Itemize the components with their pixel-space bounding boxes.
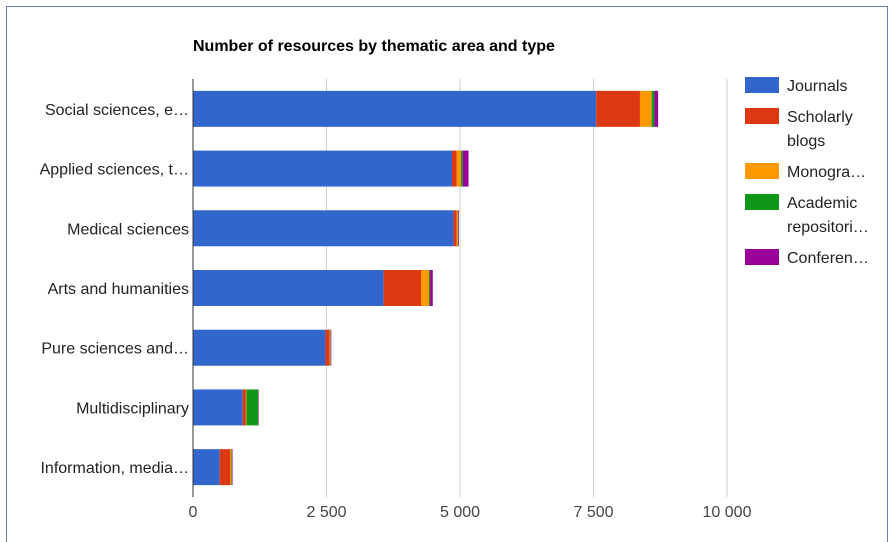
- bar-segment[interactable]: [330, 329, 332, 366]
- x-tick-label: 7 500: [573, 504, 613, 521]
- bar-segment[interactable]: [231, 449, 233, 486]
- bar-segment[interactable]: [219, 449, 231, 486]
- category-label: Pure sciences and…: [41, 341, 189, 358]
- bar-segment[interactable]: [242, 389, 246, 426]
- chart-title: Number of resources by thematic area and…: [193, 38, 555, 55]
- bar-segment[interactable]: [453, 210, 457, 247]
- bar-segment[interactable]: [246, 389, 259, 426]
- legend-swatch[interactable]: [745, 249, 779, 265]
- bar-segment[interactable]: [429, 270, 431, 306]
- category-label: Multidisciplinary: [76, 400, 189, 417]
- bar-segment[interactable]: [456, 150, 462, 187]
- bar-segment[interactable]: [461, 150, 463, 187]
- bar-segment[interactable]: [325, 329, 330, 366]
- category-label: Applied sciences, t…: [40, 162, 189, 179]
- chart-frame: Number of resources by thematic area and…: [6, 6, 888, 542]
- bar-segment[interactable]: [193, 210, 454, 247]
- legend-swatch[interactable]: [745, 77, 779, 93]
- bar-segment[interactable]: [451, 150, 457, 187]
- bar-segment[interactable]: [258, 389, 259, 426]
- category-label: Medical sciences: [67, 221, 189, 238]
- x-tick-label: 5 000: [440, 504, 480, 521]
- x-tick-labels: 0 2 500 5 000 7 500 10 000: [189, 504, 752, 521]
- legend-label[interactable]: Scholarly: [787, 109, 853, 126]
- bar-segment[interactable]: [193, 150, 452, 187]
- category-labels: Social sciences, e… Applied sciences, t… M…: [40, 102, 189, 477]
- category-label: Social sciences, e…: [45, 102, 189, 119]
- x-tick-label: 0: [189, 504, 198, 521]
- legend-swatch[interactable]: [745, 194, 779, 210]
- bar-segment[interactable]: [639, 90, 652, 127]
- legend-label[interactable]: Journals: [787, 78, 847, 95]
- bar-segment[interactable]: [245, 389, 247, 426]
- legend-swatch[interactable]: [745, 163, 779, 179]
- bar-segment[interactable]: [330, 329, 331, 366]
- bar-segment[interactable]: [329, 329, 331, 366]
- bar-segment[interactable]: [430, 270, 433, 306]
- legend-label[interactable]: repositori…: [787, 219, 869, 236]
- legend-label[interactable]: Conferen…: [787, 250, 869, 267]
- legend-swatch[interactable]: [745, 108, 779, 124]
- x-tick-label: 2 500: [306, 504, 346, 521]
- bar-segment[interactable]: [421, 270, 430, 306]
- bars: [193, 90, 659, 486]
- bar-segment[interactable]: [596, 90, 640, 127]
- legend-label[interactable]: Monogra…: [787, 164, 866, 181]
- x-tick-label: 10 000: [703, 504, 752, 521]
- bar-segment[interactable]: [193, 270, 384, 306]
- bar-segment[interactable]: [462, 150, 469, 187]
- bar-segment[interactable]: [457, 210, 459, 247]
- bar-segment[interactable]: [456, 210, 458, 247]
- bar-segment[interactable]: [458, 210, 459, 247]
- bar-segment[interactable]: [654, 90, 659, 127]
- bar-segment[interactable]: [193, 449, 220, 486]
- bar-segment[interactable]: [383, 270, 422, 306]
- stacked-bar-chart: Number of resources by thematic area and…: [40, 38, 869, 521]
- legend-label[interactable]: Academic: [787, 195, 857, 212]
- bar-segment[interactable]: [231, 449, 232, 486]
- bar-segment[interactable]: [651, 90, 655, 127]
- bar-segment[interactable]: [193, 389, 243, 426]
- bar-segment[interactable]: [193, 90, 597, 127]
- category-label: Arts and humanities: [48, 281, 189, 298]
- bar-segment[interactable]: [193, 329, 326, 366]
- bar-segment[interactable]: [230, 449, 232, 486]
- legend-label[interactable]: blogs: [787, 133, 825, 150]
- legend[interactable]: Journals Scholarly blogs Monogra… Academic re…: [745, 77, 869, 267]
- category-label: Information, media…: [40, 460, 189, 477]
